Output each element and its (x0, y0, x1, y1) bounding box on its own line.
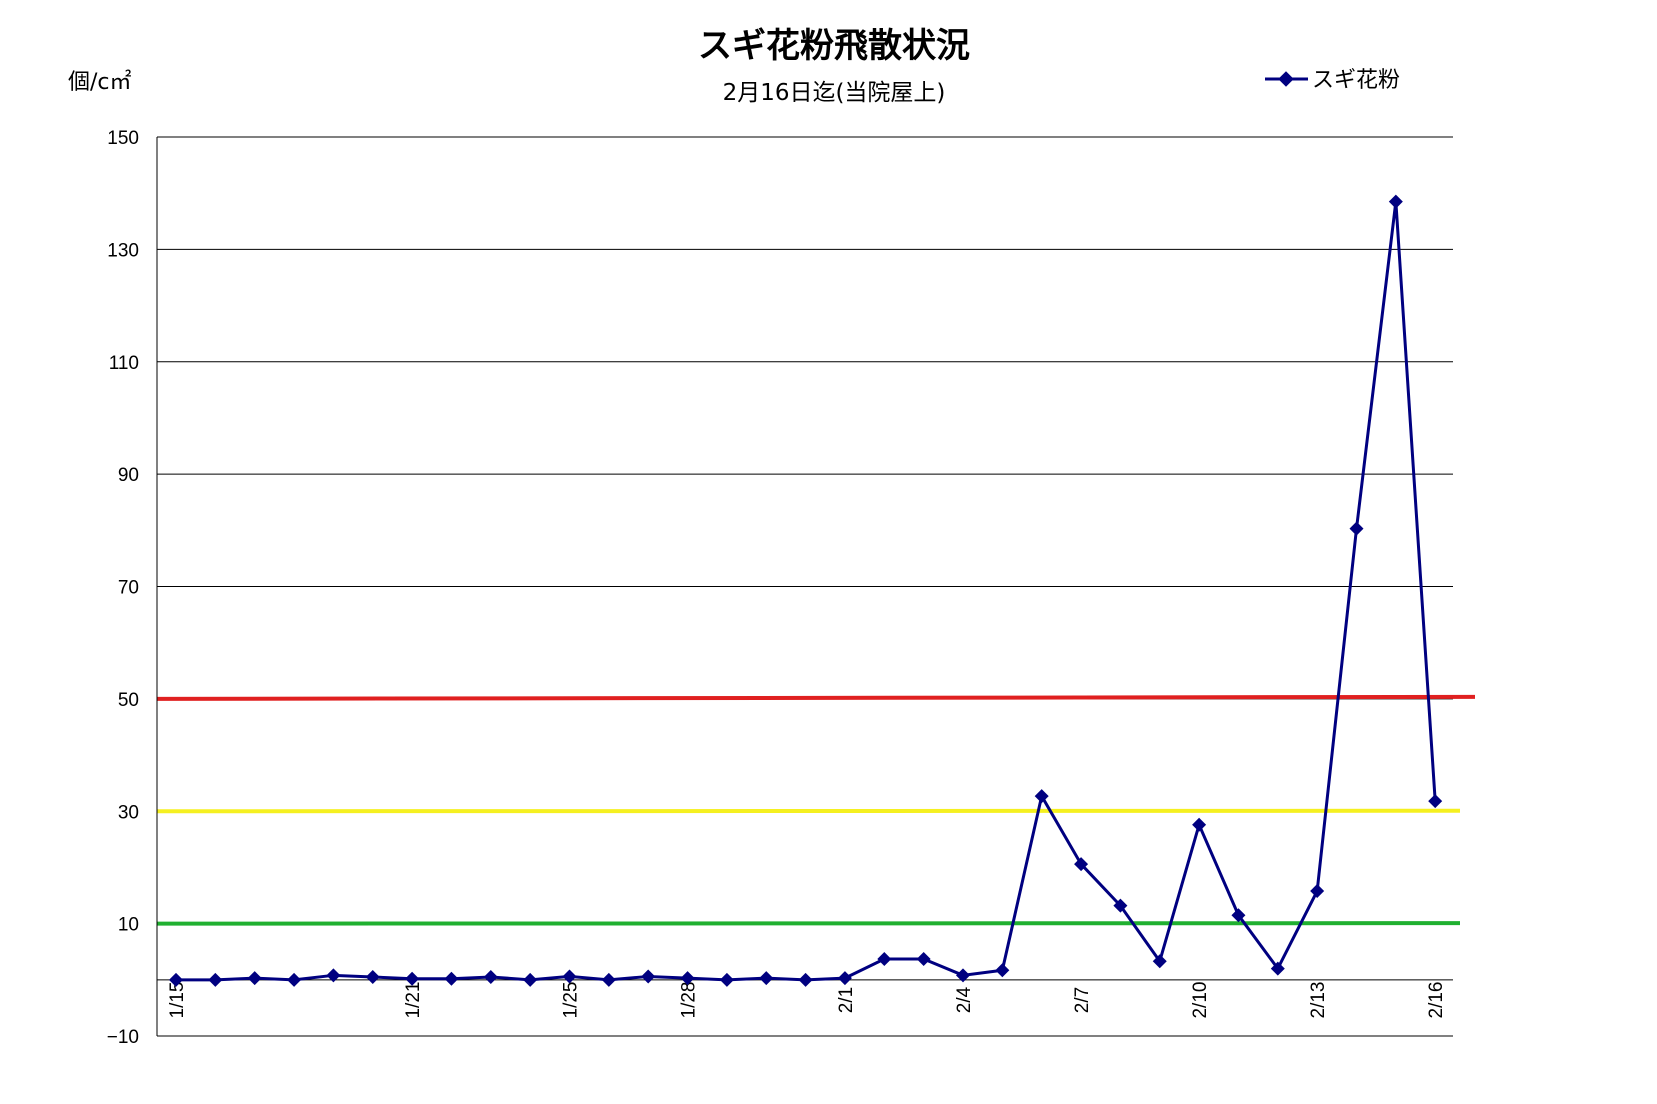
data-point-1-19 (326, 968, 341, 983)
reference-lines (156, 694, 1476, 926)
y-tick-label--10: −10 (107, 1027, 139, 1048)
data-point-1-16 (208, 972, 223, 987)
y-tick-label-150: 150 (107, 128, 139, 149)
chart-subtitle: 2月16日迄(当院屋上) (723, 80, 946, 106)
reference-line-10 (156, 921, 1461, 926)
x-tick-label-1-21: 1/21 (403, 982, 424, 1019)
data-point-2-6 (1034, 789, 1049, 804)
data-point-1-21 (405, 971, 420, 986)
reference-line-30 (156, 808, 1461, 814)
series-group (169, 194, 1443, 987)
y-tick-label-50: 50 (118, 690, 139, 711)
data-point-2-13 (1310, 884, 1325, 899)
data-point-2-8 (1113, 898, 1128, 913)
data-point-2-14 (1349, 521, 1364, 536)
data-point-2-7 (1074, 857, 1089, 872)
data-point-2-2 (877, 952, 892, 967)
data-point-1-27 (641, 969, 656, 984)
x-tick-label-2-16: 2/16 (1426, 982, 1447, 1019)
data-point-2-11 (1231, 908, 1246, 923)
data-point-2-10 (1192, 817, 1207, 832)
x-tick-label-2-1: 2/1 (836, 987, 857, 1013)
data-point-1-29 (719, 972, 734, 987)
data-point-1-23 (483, 970, 498, 985)
y-tick-label-30: 30 (118, 802, 139, 823)
y-axis-label: 個/c㎡ (68, 69, 132, 95)
y-tick-label-110: 110 (109, 353, 139, 374)
x-tick-label-1-28: 1/28 (679, 982, 700, 1019)
y-tick-label-70: 70 (118, 578, 139, 599)
data-point-1-25 (562, 969, 577, 984)
y-tick-label-10: 10 (118, 915, 139, 936)
series-line-0 (176, 201, 1437, 982)
data-point-2-15 (1388, 194, 1403, 209)
reference-line-50 (156, 694, 1476, 701)
data-point-1-30 (759, 971, 774, 986)
data-point-1-15 (169, 972, 183, 987)
data-point-2-16 (1428, 794, 1443, 809)
data-point-1-28 (680, 971, 695, 986)
x-tick-label-1-25: 1/25 (561, 982, 582, 1019)
data-point-1-22 (444, 971, 459, 986)
data-point-1-17 (247, 971, 262, 986)
x-tick-label-2-10: 2/10 (1190, 982, 1211, 1019)
data-point-2-5 (995, 963, 1010, 978)
grid-lines (157, 136, 1453, 1037)
data-point-2-12 (1270, 961, 1285, 976)
data-point-1-31 (798, 972, 813, 987)
x-tick-labels: 1/15 1/21 1/25 1/28 2/1 2/4 2/7 2/10 2/13 2/16 (167, 982, 1447, 1019)
legend-marker (1278, 71, 1294, 87)
legend: スギ花粉 (1265, 68, 1400, 93)
data-point-2-3 (916, 952, 931, 967)
x-tick-label-2-4: 2/4 (954, 986, 975, 1013)
data-point-2-4 (956, 968, 970, 983)
y-tick-label-90: 90 (118, 465, 139, 486)
data-point-1-18 (287, 972, 302, 987)
x-tick-label-1-15: 1/15 (167, 982, 188, 1019)
legend-label: スギ花粉 (1312, 68, 1400, 93)
data-point-1-24 (523, 972, 538, 987)
y-tick-labels: −10 10 30 50 70 90 110 130 150 (107, 128, 139, 1048)
x-tick-label-2-13: 2/13 (1308, 982, 1329, 1019)
data-point-2-9 (1152, 954, 1167, 969)
data-point-1-26 (601, 972, 616, 987)
chart-title: スギ花粉飛散状況 (698, 26, 970, 66)
x-tick-label-2-7: 2/7 (1072, 987, 1093, 1013)
y-tick-label-130: 130 (107, 240, 139, 261)
data-point-2-1 (837, 971, 852, 986)
data-point-1-20 (365, 970, 380, 985)
